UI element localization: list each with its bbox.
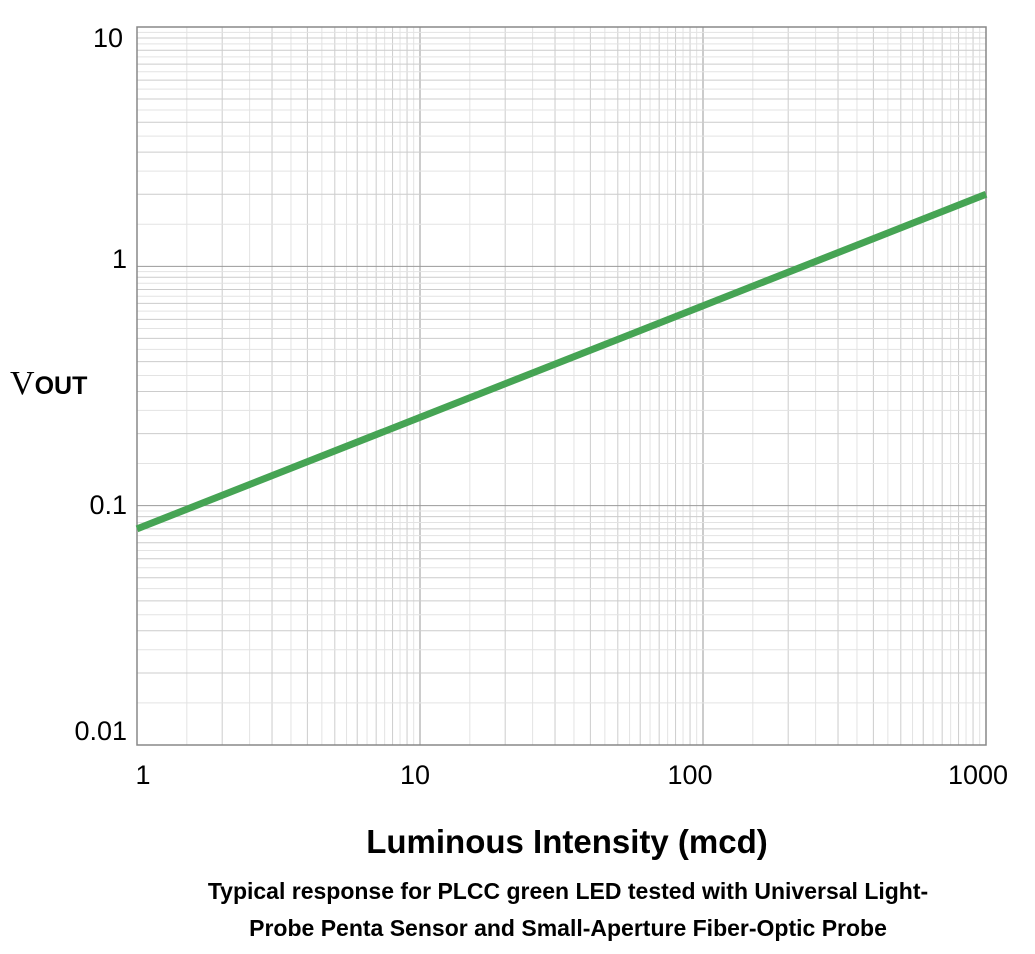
y-tick-label-1: 1 (112, 244, 127, 274)
y-tick-label-0.01: 0.01 (74, 716, 127, 746)
x-tick-label-10: 10 (400, 760, 430, 790)
x-tick-label-1000: 1000 (948, 760, 1008, 790)
caption-line-2: Probe Penta Sensor and Small-Aperture Fi… (249, 915, 887, 941)
x-tick-label-1: 1 (135, 760, 150, 790)
y-tick-label-10: 10 (93, 23, 123, 53)
y-tick-label-0.1: 0.1 (89, 490, 127, 520)
y-axis-label-sub: OUT (35, 372, 88, 400)
plot-frame (136, 26, 987, 746)
grid (136, 27, 986, 746)
y-axis-label: VOUT (10, 365, 87, 402)
x-axis-label: Luminous Intensity (mcd) (366, 823, 768, 860)
y-axis-label-main: V (10, 365, 35, 402)
caption-line-1: Typical response for PLCC green LED test… (208, 878, 928, 904)
series-line-0 (135, 191, 988, 533)
series-layer (135, 191, 988, 533)
x-tick-label-100: 100 (667, 760, 712, 790)
